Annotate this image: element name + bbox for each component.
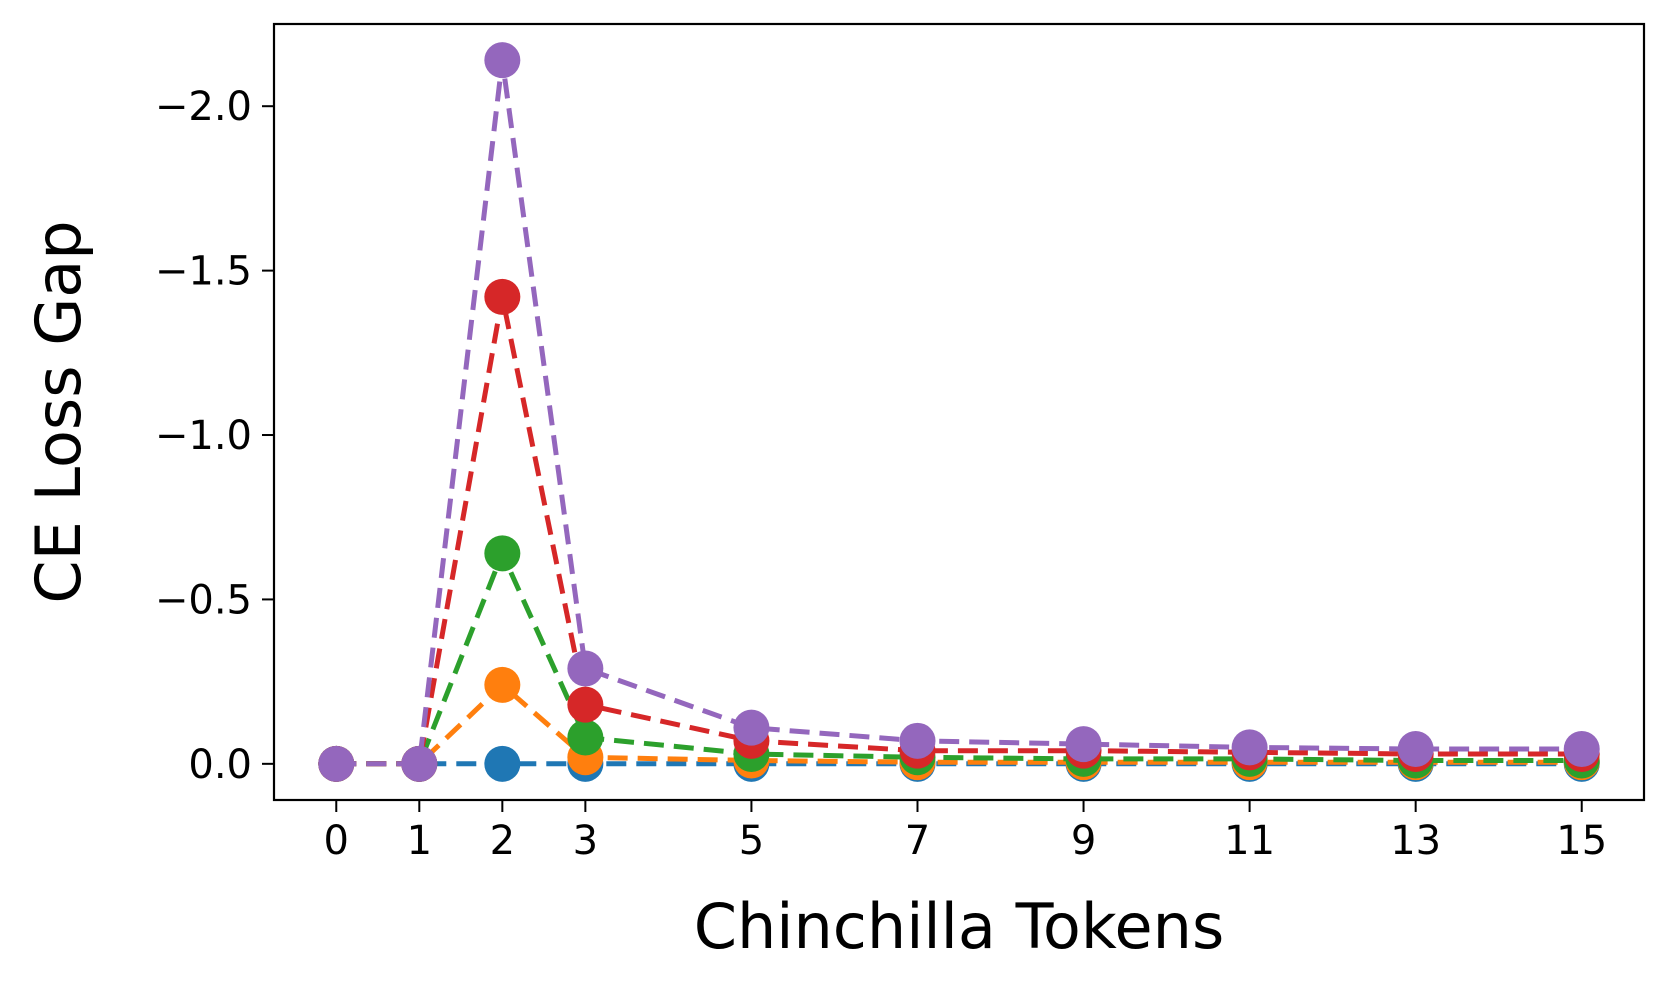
data-point xyxy=(401,745,438,782)
data-point xyxy=(1231,729,1268,766)
y-axis: −2.0 −1.5 −1.0 −0.5 0.0 xyxy=(155,84,274,788)
x-tick-label: 0 xyxy=(324,818,349,864)
data-point xyxy=(1397,731,1434,768)
plot-frame xyxy=(272,22,1646,802)
series-layer xyxy=(318,42,1600,782)
y-tick-label: −0.5 xyxy=(155,577,252,623)
y-tick-label: −1.5 xyxy=(155,249,252,295)
series-line xyxy=(336,59,1582,767)
x-tick-label: 7 xyxy=(905,818,930,864)
x-tick-label: 3 xyxy=(573,818,598,864)
x-axis-label: Chinchilla Tokens xyxy=(694,890,1225,963)
data-point xyxy=(1065,726,1102,763)
x-tick-label: 11 xyxy=(1224,818,1275,864)
data-point xyxy=(567,686,604,723)
x-tick-label: 9 xyxy=(1071,818,1096,864)
data-point xyxy=(567,719,604,756)
data-point xyxy=(567,650,604,687)
data-point xyxy=(484,42,521,79)
x-axis: 0 1 2 3 5 7 9 11 13 15 xyxy=(324,800,1607,864)
y-tick-label: −1.0 xyxy=(155,413,252,459)
data-point xyxy=(484,278,521,315)
series-line xyxy=(336,681,1582,767)
data-point xyxy=(733,709,770,746)
data-point xyxy=(899,722,936,759)
x-tick-label: 15 xyxy=(1556,818,1607,864)
data-point xyxy=(318,745,355,782)
data-point xyxy=(484,535,521,572)
data-point xyxy=(1563,731,1600,768)
x-tick-label: 2 xyxy=(490,818,515,864)
series-line xyxy=(336,296,1582,767)
x-tick-label: 5 xyxy=(739,818,764,864)
y-tick-label: 0.0 xyxy=(188,742,252,788)
series-5 xyxy=(318,42,1600,782)
data-point xyxy=(484,666,521,703)
x-tick-label: 13 xyxy=(1390,818,1441,864)
y-tick-label: −2.0 xyxy=(155,84,252,130)
data-point xyxy=(484,745,521,782)
y-axis-label: CE Loss Gap xyxy=(22,220,95,603)
x-tick-label: 1 xyxy=(407,818,432,864)
series-line xyxy=(336,546,1582,767)
